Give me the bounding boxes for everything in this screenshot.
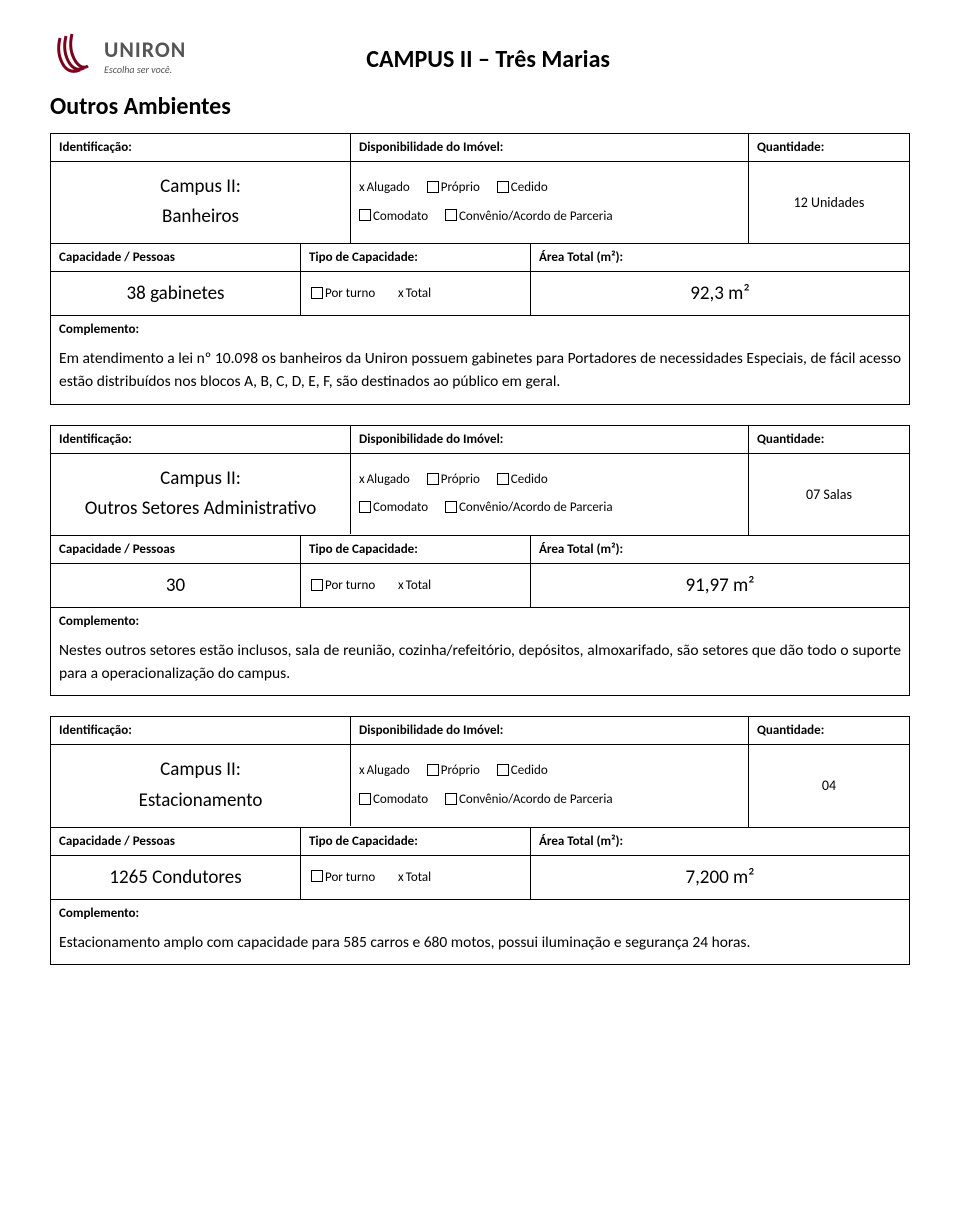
checkbox-icon: [359, 209, 371, 221]
logo-tagline: Escolha ser você.: [104, 63, 186, 76]
capacidade-label: Capacidade / Pessoas: [51, 828, 301, 856]
logo-icon: [50, 30, 98, 82]
quantidade-label: Quantidade:: [749, 717, 909, 745]
checkbox-icon: [445, 793, 457, 805]
area-value: 7,200 m²: [531, 856, 909, 899]
disponibilidade-value: xAlugado Próprio Cedido Comodato Convêni…: [351, 162, 749, 243]
identificacao-label: Identificação:: [51, 426, 351, 454]
checkbox-icon: [359, 793, 371, 805]
info-box: Identificação: Campus II: Banheiros Disp…: [50, 133, 910, 405]
disponibilidade-label: Disponibilidade do Imóvel:: [351, 134, 749, 162]
info-box: Identificação: Campus II: Estacionamento…: [50, 716, 910, 964]
identificacao-value: Campus II: Estacionamento: [51, 745, 351, 826]
complemento-label: Complemento:: [51, 608, 909, 635]
quantidade-label: Quantidade:: [749, 426, 909, 454]
x-mark: x: [398, 286, 404, 301]
disponibilidade-label: Disponibilidade do Imóvel:: [351, 426, 749, 454]
identificacao-value: Campus II: Outros Setores Administrativo: [51, 454, 351, 535]
checkbox-icon: [311, 579, 323, 591]
disponibilidade-value: xAlugado Próprio Cedido Comodato Convêni…: [351, 745, 749, 826]
logo-name: UNIRON: [104, 36, 186, 63]
checkbox-icon: [497, 764, 509, 776]
info-box: Identificação: Campus II: Outros Setores…: [50, 425, 910, 697]
quantidade-value: 12 Unidades: [749, 162, 909, 243]
capacidade-value: 30: [51, 564, 301, 607]
checkbox-icon: [427, 181, 439, 193]
disponibilidade-label: Disponibilidade do Imóvel:: [351, 717, 749, 745]
checkbox-icon: [427, 764, 439, 776]
tipo-capacidade-value: Por turno xTotal: [301, 272, 531, 315]
tipo-capacidade-label: Tipo de Capacidade:: [301, 536, 531, 564]
capacidade-label: Capacidade / Pessoas: [51, 536, 301, 564]
logo: UNIRON Escolha ser você.: [50, 30, 186, 82]
section-title: Outros Ambientes: [50, 92, 910, 121]
area-value: 92,3 m²: [531, 272, 909, 315]
area-label: Área Total (m²):: [531, 828, 909, 856]
campus-title: CAMPUS II – Três Marias: [186, 30, 910, 74]
checkbox-icon: [311, 287, 323, 299]
disponibilidade-value: xAlugado Próprio Cedido Comodato Convêni…: [351, 454, 749, 535]
checkbox-icon: [427, 473, 439, 485]
checkbox-icon: [311, 870, 323, 882]
complemento-text: Estacionamento amplo com capacidade para…: [51, 927, 909, 964]
capacidade-value: 1265 Condutores: [51, 856, 301, 899]
identificacao-label: Identificação:: [51, 717, 351, 745]
x-mark: x: [398, 578, 404, 593]
capacidade-label: Capacidade / Pessoas: [51, 244, 301, 272]
quantidade-label: Quantidade:: [749, 134, 909, 162]
complemento-text: Nestes outros setores estão inclusos, sa…: [51, 635, 909, 696]
quantidade-value: 07 Salas: [749, 454, 909, 535]
x-mark: x: [359, 763, 365, 778]
tipo-capacidade-label: Tipo de Capacidade:: [301, 828, 531, 856]
area-label: Área Total (m²):: [531, 536, 909, 564]
identificacao-label: Identificação:: [51, 134, 351, 162]
identificacao-value: Campus II: Banheiros: [51, 162, 351, 243]
x-mark: x: [359, 472, 365, 487]
complemento-text: Em atendimento a lei nº 10.098 os banhei…: [51, 343, 909, 404]
x-mark: x: [398, 870, 404, 885]
checkbox-icon: [445, 209, 457, 221]
page-header: UNIRON Escolha ser você. CAMPUS II – Trê…: [50, 30, 910, 82]
tipo-capacidade-value: Por turno xTotal: [301, 856, 531, 899]
checkbox-icon: [359, 501, 371, 513]
tipo-capacidade-value: Por turno xTotal: [301, 564, 531, 607]
checkbox-icon: [497, 181, 509, 193]
checkbox-icon: [497, 473, 509, 485]
quantidade-value: 04: [749, 745, 909, 826]
complemento-label: Complemento:: [51, 900, 909, 927]
area-value: 91,97 m²: [531, 564, 909, 607]
checkbox-icon: [445, 501, 457, 513]
area-label: Área Total (m²):: [531, 244, 909, 272]
tipo-capacidade-label: Tipo de Capacidade:: [301, 244, 531, 272]
capacidade-value: 38 gabinetes: [51, 272, 301, 315]
x-mark: x: [359, 180, 365, 195]
complemento-label: Complemento:: [51, 316, 909, 343]
